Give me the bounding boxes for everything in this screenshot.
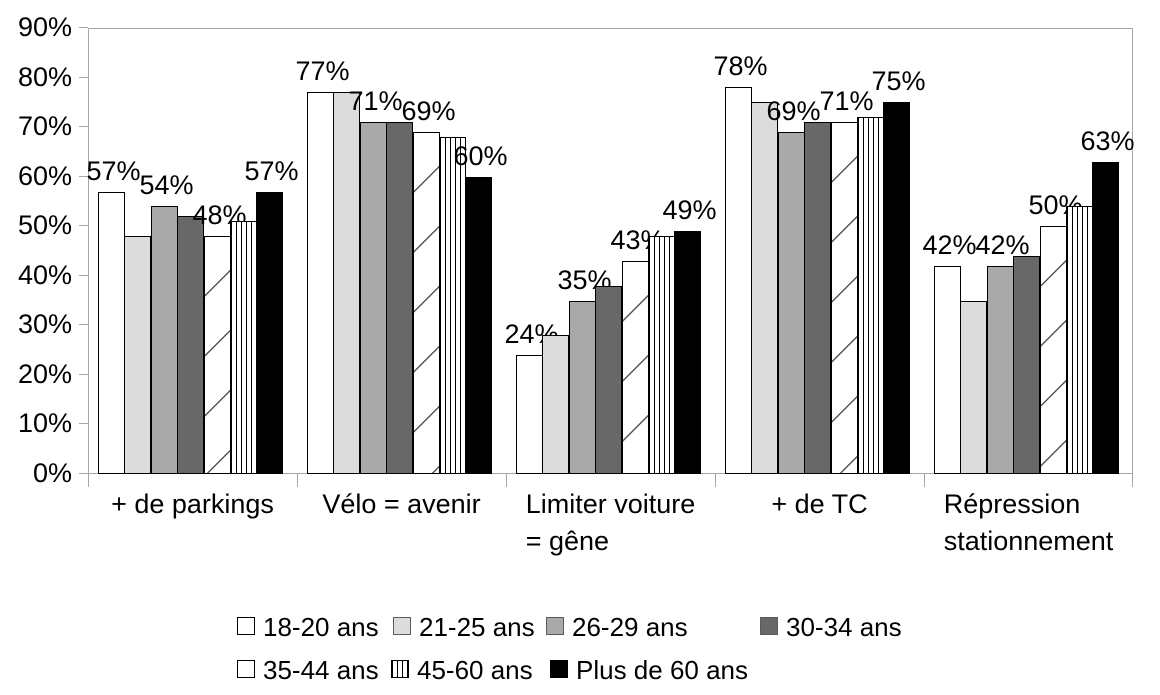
data-label: 78% (713, 51, 768, 81)
bar-35-44-ans-4 (831, 122, 858, 474)
bar-18-20-ans-2 (307, 92, 334, 474)
y-axis-tick (79, 324, 88, 326)
bar-45-60-ans-3 (648, 236, 675, 474)
y-tick-label: 90% (17, 12, 72, 42)
y-axis-tick (79, 423, 88, 425)
y-tick-label: 0% (32, 458, 72, 488)
y-tick-label: 40% (17, 259, 72, 290)
bar-26-29-ans-3 (569, 301, 596, 474)
bar-18-20-ans-4 (725, 87, 752, 474)
y-tick-label: 70% (17, 111, 72, 142)
bar-18-20-ans-5 (934, 266, 961, 474)
bar-26-29-ans-5 (987, 266, 1014, 474)
legend-swatch-mid-icon (546, 617, 564, 635)
bar-Plus-de-60-ans-2 (465, 177, 492, 474)
bar-18-20-ans-3 (516, 355, 543, 474)
data-label: 54% (139, 170, 194, 200)
bar-35-44-ans-3 (622, 261, 649, 474)
bar-30-34-ans-4 (804, 122, 831, 474)
data-label: 71% (819, 86, 874, 116)
x-axis-tick (88, 474, 89, 487)
legend-swatch-vstripe-icon (391, 660, 409, 678)
legend-label: 35-44 ans (263, 655, 379, 685)
category-label: Limiter voiture = gêne (525, 489, 696, 556)
legend-label: 26-29 ans (572, 612, 688, 642)
legend-label: 30-34 ans (786, 612, 902, 642)
legend-swatch-black-icon (550, 660, 568, 678)
y-axis-tick (79, 27, 88, 28)
data-label: 69% (766, 96, 821, 126)
legend-swatch-dark-icon (760, 617, 778, 635)
legend-swatch-white-icon (237, 617, 255, 635)
data-label: 57% (86, 156, 141, 186)
y-tick-label: 80% (17, 61, 72, 92)
data-label: 63% (1080, 126, 1135, 156)
legend-label: 21-25 ans (419, 612, 535, 642)
y-axis-tick (79, 473, 88, 474)
bar-21-25-ans-1 (124, 236, 151, 474)
data-label: 71% (348, 86, 403, 116)
legend-label: 18-20 ans (263, 612, 379, 642)
legend-swatch-diag-icon (237, 660, 255, 678)
data-label: 42% (922, 230, 977, 260)
bar-30-34-ans-1 (177, 216, 204, 474)
bar-Plus-de-60-ans-4 (883, 102, 910, 474)
bar-35-44-ans-2 (413, 132, 440, 474)
x-axis-tick (1132, 474, 1133, 487)
y-axis-tick (79, 274, 88, 276)
bar-30-34-ans-2 (386, 122, 413, 474)
data-label: 42% (975, 230, 1030, 260)
bar-21-25-ans-2 (333, 92, 360, 474)
data-label: 69% (401, 96, 456, 126)
y-axis-tick (79, 373, 88, 375)
bar-30-34-ans-5 (1013, 256, 1040, 474)
bar-45-60-ans-5 (1066, 206, 1093, 474)
bar-21-25-ans-5 (960, 301, 987, 474)
y-tick-label: 20% (17, 358, 72, 389)
y-axis-tick (79, 76, 88, 78)
category-label: Vélo = avenir (322, 489, 481, 519)
bar-26-29-ans-2 (360, 122, 387, 474)
category-label: + de TC (771, 489, 868, 519)
bar-Plus-de-60-ans-1 (256, 192, 283, 474)
x-axis-tick (715, 474, 716, 487)
bar-26-29-ans-1 (151, 206, 178, 474)
y-axis-tick (79, 175, 88, 177)
bar-45-60-ans-4 (857, 117, 884, 474)
bar-45-60-ans-2 (439, 137, 466, 474)
x-axis-tick (924, 474, 925, 487)
bar-26-29-ans-4 (778, 132, 805, 474)
category-label: + de parkings (111, 489, 274, 519)
legend-swatch-light-icon (393, 617, 411, 635)
bar-18-20-ans-1 (98, 192, 125, 474)
data-label: 57% (244, 156, 299, 186)
data-label: 60% (453, 141, 508, 171)
y-tick-label: 10% (17, 408, 72, 439)
x-axis-tick (506, 474, 507, 487)
y-axis-tick (79, 225, 88, 227)
y-tick-label: 50% (17, 210, 72, 241)
y-tick-label: 30% (17, 309, 72, 340)
bar-30-34-ans-3 (595, 286, 622, 474)
x-axis-tick (297, 474, 298, 487)
bar-35-44-ans-1 (204, 236, 231, 474)
bar-Plus-de-60-ans-3 (674, 231, 701, 474)
bar-45-60-ans-1 (230, 221, 257, 474)
data-label: 49% (662, 195, 717, 225)
legend-label: Plus de 60 ans (576, 655, 749, 685)
bar-35-44-ans-5 (1040, 226, 1067, 474)
y-tick-label: 60% (17, 160, 72, 191)
bar-21-25-ans-4 (751, 102, 778, 474)
legend-label: 45-60 ans (417, 655, 533, 685)
bar-21-25-ans-3 (542, 335, 569, 474)
bar-Plus-de-60-ans-5 (1092, 162, 1119, 474)
y-axis-tick (79, 126, 88, 128)
data-label: 75% (871, 66, 926, 96)
data-label: 77% (295, 56, 350, 86)
category-label: Répression stationnement (943, 489, 1114, 556)
